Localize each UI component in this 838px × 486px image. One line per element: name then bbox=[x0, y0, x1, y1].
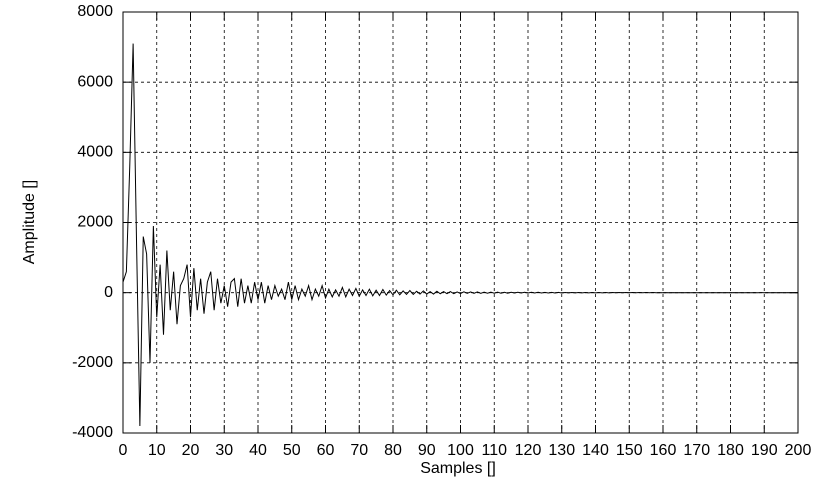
x-axis-label: Samples [] bbox=[420, 460, 496, 477]
y-tick-label: -2000 bbox=[72, 354, 113, 371]
y-tick-label: 8000 bbox=[77, 3, 113, 20]
y-tick-label: 6000 bbox=[77, 73, 113, 90]
x-tick-label: 190 bbox=[751, 442, 778, 459]
y-tick-label: -4000 bbox=[72, 424, 113, 441]
x-tick-label: 120 bbox=[515, 442, 542, 459]
data-line bbox=[122, 43, 799, 426]
plot-frame bbox=[122, 11, 799, 434]
x-tick-label: 110 bbox=[481, 442, 507, 459]
x-tick-label: 200 bbox=[785, 442, 812, 459]
x-tick-label: 90 bbox=[418, 442, 436, 459]
x-tick-label: 170 bbox=[683, 442, 710, 459]
x-tick-label: 140 bbox=[582, 442, 609, 459]
y-tick-label: 4000 bbox=[77, 144, 113, 161]
x-tick-label: 20 bbox=[182, 442, 200, 459]
y-tick-label: 0 bbox=[104, 284, 113, 301]
x-tick-label: 60 bbox=[317, 442, 335, 459]
x-tick-label: 70 bbox=[350, 442, 368, 459]
x-tick-label: 0 bbox=[119, 442, 128, 459]
y-tick-label: 2000 bbox=[77, 214, 113, 231]
x-tick-label: 10 bbox=[148, 442, 166, 459]
x-tick-label: 100 bbox=[447, 442, 474, 459]
x-tick-label: 40 bbox=[249, 442, 267, 459]
x-tick-label: 180 bbox=[717, 442, 744, 459]
x-tick-label: 30 bbox=[215, 442, 233, 459]
x-tick-label: 50 bbox=[283, 442, 301, 459]
x-tick-label: 130 bbox=[548, 442, 575, 459]
x-tick-label: 80 bbox=[384, 442, 402, 459]
x-tick-label: 150 bbox=[616, 442, 643, 459]
y-axis-label: Amplitude [] bbox=[21, 180, 38, 264]
x-tick-label: 160 bbox=[650, 442, 677, 459]
